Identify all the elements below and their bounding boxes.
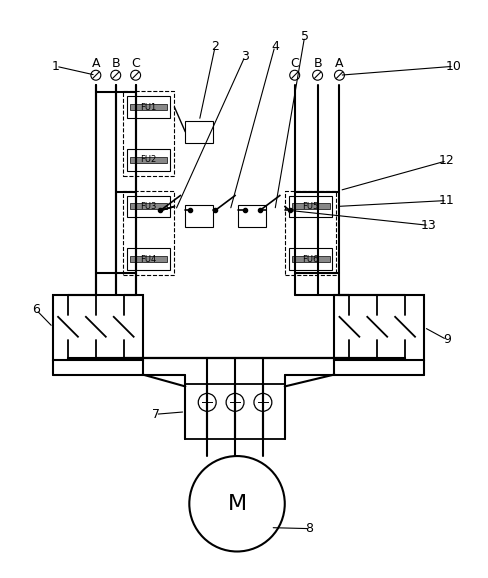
Text: C: C [290, 57, 299, 70]
Bar [289, 195, 332, 217]
Text: 9: 9 [443, 333, 451, 346]
Text: 1: 1 [52, 60, 60, 73]
Bar [53, 295, 142, 360]
Bar [238, 205, 266, 227]
Text: A: A [335, 57, 344, 70]
Bar [122, 191, 174, 275]
Text: 7: 7 [151, 408, 160, 421]
Bar [185, 121, 213, 143]
Text: B: B [313, 57, 322, 70]
Bar [285, 191, 336, 275]
Text: M: M [227, 494, 246, 514]
Text: 11: 11 [439, 194, 455, 207]
Text: A: A [92, 57, 100, 70]
Text: FU6: FU6 [303, 255, 319, 264]
Text: 2: 2 [211, 40, 219, 53]
Text: FU3: FU3 [141, 202, 157, 211]
Bar [185, 384, 285, 439]
Bar [127, 96, 170, 118]
Text: FU4: FU4 [141, 255, 157, 264]
Bar [127, 149, 170, 171]
Bar [289, 248, 332, 270]
Bar [334, 295, 424, 360]
Bar [127, 195, 170, 217]
Text: FU1: FU1 [141, 102, 157, 112]
Text: 5: 5 [301, 30, 308, 43]
Text: 3: 3 [241, 50, 249, 63]
Text: 10: 10 [446, 60, 462, 73]
Bar [122, 91, 174, 176]
Bar [127, 248, 170, 270]
Bar [130, 104, 167, 110]
Bar [130, 203, 167, 209]
Text: 12: 12 [439, 154, 455, 167]
Bar [185, 205, 213, 227]
Text: FU5: FU5 [303, 202, 319, 211]
Text: B: B [111, 57, 120, 70]
Text: 6: 6 [32, 303, 40, 316]
Text: 13: 13 [421, 219, 437, 232]
Bar [130, 157, 167, 163]
Text: FU2: FU2 [141, 155, 157, 164]
Bar [130, 256, 167, 262]
Text: C: C [131, 57, 140, 70]
Text: 8: 8 [305, 522, 314, 535]
Bar [292, 203, 329, 209]
Bar [292, 256, 329, 262]
Text: 4: 4 [271, 40, 279, 53]
